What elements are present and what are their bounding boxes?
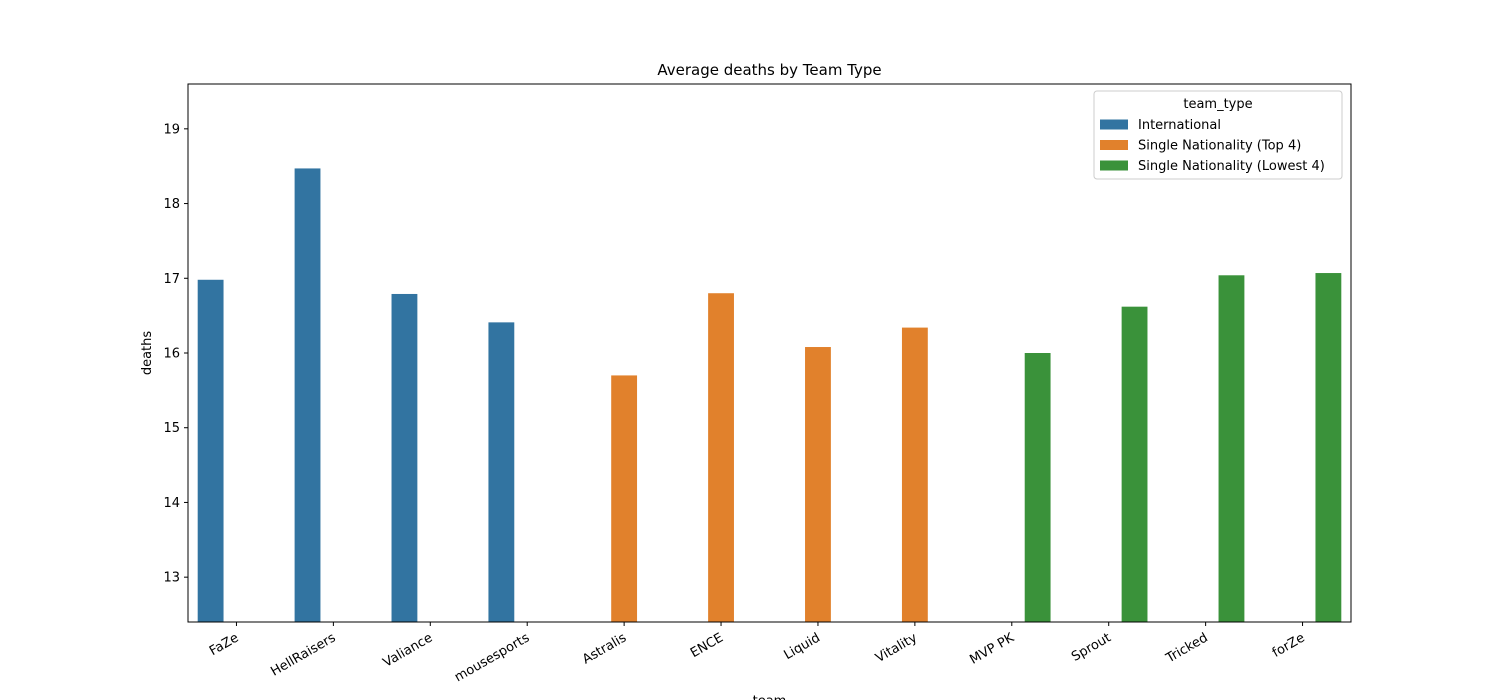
legend-box [1093, 90, 1343, 180]
y-axis: 13 14 15 16 17 18 19 [163, 122, 188, 586]
bar-valiance [391, 293, 418, 622]
y-tick-label: 19 [163, 122, 180, 137]
x-tick-label: Valiance [381, 630, 436, 670]
bar-forze [1315, 273, 1342, 622]
y-tick-label: 13 [163, 571, 180, 586]
x-tick-label: ENCE [688, 630, 726, 661]
y-axis-label: deaths [140, 331, 155, 376]
legend-title: team_type [1183, 97, 1252, 112]
x-axis: FaZe HellRaisers Valiance mousesports Astral… [207, 622, 1308, 685]
y-tick-label: 15 [163, 421, 180, 436]
legend-swatch [1100, 119, 1128, 130]
bar-sprout [1121, 306, 1148, 622]
x-tick-label: Liquid [781, 630, 822, 663]
x-tick-label: forZe [1270, 630, 1308, 660]
legend-items: International Single Nationality (Top 4) S… [1100, 118, 1325, 174]
legend-swatch [1100, 140, 1128, 150]
y-tick-label: 16 [163, 347, 180, 362]
chart-title: Average deaths by Team Type [657, 61, 881, 79]
x-tick-label: FaZe [207, 630, 241, 659]
y-tick-label: 17 [163, 272, 180, 287]
x-tick-label: mousesports [452, 630, 532, 685]
x-tick-label: HellRaisers [268, 630, 338, 679]
bar-hellraisers [294, 168, 321, 623]
y-tick-label: 18 [163, 197, 180, 212]
bar-ence [708, 293, 734, 622]
x-tick-label: Sprout [1069, 630, 1114, 664]
x-tick-label: Astralis [580, 630, 629, 667]
bar-astralis [611, 375, 638, 622]
bar-liquid [805, 347, 831, 622]
x-tick-label: MVP PK [967, 630, 1017, 667]
bar-tricked [1218, 275, 1245, 622]
x-tick-label: Vitality [873, 630, 920, 666]
bars-layer [197, 168, 1342, 623]
y-tick-label: 14 [163, 496, 180, 511]
legend-swatch [1100, 160, 1128, 171]
bar-mousesports [488, 322, 515, 622]
legend-label: Single Nationality (Top 4) [1138, 139, 1301, 154]
legend: team_type International Single Nationalit… [1093, 90, 1343, 180]
bar-faze [197, 279, 224, 622]
x-tick-label: Tricked [1163, 630, 1211, 666]
bar-mvp-pk [1024, 353, 1051, 622]
x-axis-label: team [753, 694, 787, 700]
legend-label: Single Nationality (Lowest 4) [1138, 159, 1325, 174]
bar-vitality [901, 327, 928, 622]
plot-frame [187, 83, 1352, 623]
legend-label: International [1138, 118, 1221, 133]
